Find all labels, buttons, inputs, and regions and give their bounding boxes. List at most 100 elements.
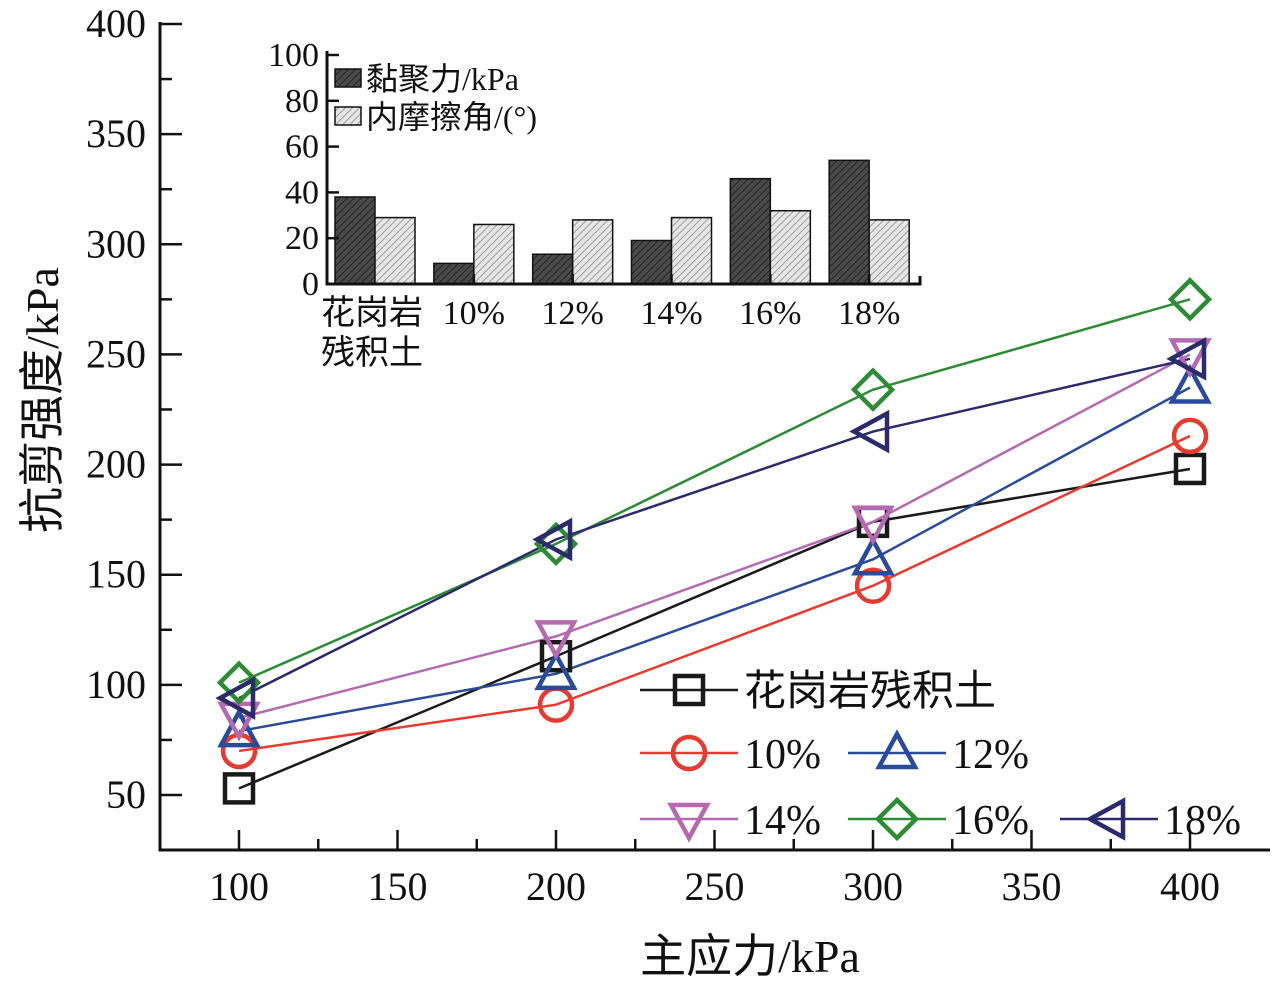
x-tick-label: 400 (1160, 864, 1220, 909)
legend-entry: 10% (640, 732, 821, 778)
legend-entry: 花岗岩残积土 (640, 669, 996, 715)
inset-x-tick-line: 10% (443, 295, 505, 332)
legend-marker (875, 729, 919, 770)
inset-bar (473, 223, 515, 285)
legend-label: 12% (952, 732, 1029, 778)
legend-entry: 12% (848, 729, 1029, 778)
inset-bar (374, 216, 416, 285)
y-tick-label: 100 (86, 662, 146, 707)
inset-axis-ticks: 0 20 40 60 80 100 花岗岩残积土 10% 12% 14% 16% 18% (268, 37, 922, 372)
inset-x-tick-label: 10% (443, 295, 505, 332)
x-tick-label: 150 (368, 864, 428, 909)
inset-bar (828, 159, 870, 285)
data-point (216, 660, 262, 705)
legend-label: 16% (952, 798, 1029, 844)
inset-x-tick-line: 18% (838, 295, 900, 332)
legend-entry: 16% (848, 796, 1029, 844)
legend-label: 花岗岩残积土 (744, 669, 996, 715)
legend-entry: 14% (640, 798, 821, 844)
inset-y-tick-label: 100 (268, 37, 319, 74)
inset-bar (630, 239, 673, 285)
inset-legend-swatch (334, 106, 362, 126)
data-point (851, 505, 895, 546)
legend-marker (672, 673, 706, 707)
legend-marker (667, 802, 711, 843)
main-series-lines (238, 298, 1191, 790)
data-point (851, 535, 895, 576)
inset-x-tick-line: 12% (542, 295, 604, 332)
inset-bar (729, 177, 772, 285)
inset-y-tick-label: 80 (285, 83, 319, 120)
inset-x-tick-label: 16% (739, 295, 801, 332)
inset-legend-label: 黏聚力/kPa (366, 61, 519, 97)
inset-y-tick-label: 40 (285, 174, 319, 211)
y-tick-label: 150 (86, 552, 146, 597)
inset-bar (433, 262, 475, 285)
legend-label: 10% (744, 732, 821, 778)
inset-bar (670, 216, 713, 285)
series-line (238, 353, 1191, 720)
series-line (238, 357, 1191, 700)
x-tick-label: 200 (526, 864, 586, 909)
legend-marker (874, 796, 920, 842)
x-tick-label: 350 (1002, 864, 1062, 909)
data-point (1173, 452, 1207, 486)
series-line (238, 386, 1191, 733)
legend-entry: 18% (1060, 797, 1241, 844)
x-tick-label: 300 (843, 864, 903, 909)
inset-x-tick-line: 14% (640, 295, 702, 332)
inset-y-tick-label: 0 (302, 266, 319, 303)
data-point (539, 639, 573, 673)
main-series-markers (215, 277, 1213, 805)
series-line (238, 467, 1191, 790)
main-axes (158, 22, 1270, 852)
data-point (1166, 337, 1207, 381)
inset-bar (769, 209, 812, 285)
y-tick-label: 250 (86, 331, 146, 376)
legend-marker (1085, 797, 1126, 841)
inset-legend-label: 内摩擦角/(°) (366, 99, 537, 135)
inset-y-tick-label: 20 (285, 220, 319, 257)
inset-bar (334, 196, 376, 285)
data-point (532, 517, 573, 562)
inset-x-tick-line: 16% (739, 295, 801, 332)
main-legend: 花岗岩残积土 10% 12% 14% 16% 18% (640, 669, 1241, 844)
inset-bar (868, 219, 910, 285)
y-axis-title: 抗剪强度/kPa (17, 267, 68, 533)
legend-label: 14% (744, 798, 821, 844)
y-tick-label: 50 (106, 772, 146, 817)
inset-x-tick-label: 花岗岩残积土 (321, 294, 423, 372)
y-tick-label: 350 (86, 111, 146, 156)
x-tick-label: 100 (209, 864, 269, 909)
y-tick-label: 400 (86, 1, 146, 46)
data-point (849, 409, 890, 454)
y-tick-label: 300 (86, 221, 146, 266)
data-point (1168, 338, 1212, 379)
x-tick-label: 250 (685, 864, 745, 909)
inset-bar-chart: 0 20 40 60 80 100 花岗岩残积土 10% 12% 14% 16% 18% 黏聚力/kP… (268, 37, 922, 372)
data-point (850, 367, 896, 412)
inset-x-tick-label: 12% (542, 295, 604, 332)
data-point (534, 650, 578, 691)
legend-label: 18% (1164, 798, 1241, 844)
inset-x-tick-line: 花岗岩 (321, 294, 423, 332)
inset-bar (571, 219, 614, 285)
series-line (238, 434, 1191, 753)
inset-x-tick-label: 18% (838, 295, 900, 332)
data-point (854, 567, 892, 604)
data-point (534, 620, 578, 661)
y-tick-label: 200 (86, 442, 146, 487)
data-point (222, 772, 256, 805)
legend-marker (670, 734, 708, 772)
inset-axes (325, 51, 922, 286)
inset-legend-swatch (334, 68, 362, 88)
inset-y-tick-label: 60 (285, 129, 319, 166)
data-point (217, 707, 261, 748)
x-axis-title: 主应力/kPa (640, 931, 860, 982)
data-point (1168, 363, 1212, 404)
series-line (238, 298, 1191, 684)
